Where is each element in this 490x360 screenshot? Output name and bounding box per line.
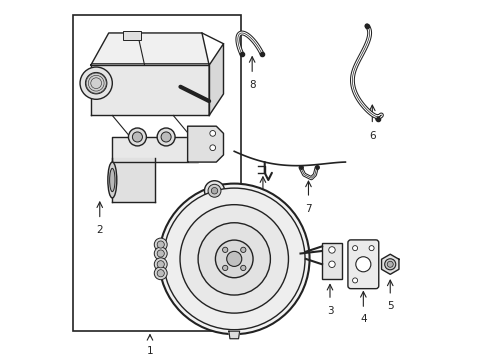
Circle shape [85, 72, 107, 94]
Circle shape [210, 145, 216, 150]
Text: 1: 1 [147, 346, 153, 356]
Polygon shape [209, 44, 223, 116]
Polygon shape [188, 126, 223, 162]
Circle shape [157, 250, 164, 257]
Polygon shape [382, 254, 399, 274]
Circle shape [329, 261, 335, 267]
Text: 9: 9 [260, 200, 266, 210]
Text: 8: 8 [249, 80, 255, 90]
Circle shape [132, 132, 143, 142]
Circle shape [164, 188, 305, 330]
Ellipse shape [110, 168, 115, 192]
Circle shape [161, 132, 171, 142]
Bar [73, 15, 242, 330]
Circle shape [353, 278, 358, 283]
Polygon shape [229, 331, 240, 339]
Circle shape [210, 131, 216, 136]
Text: 2: 2 [97, 225, 103, 235]
Circle shape [157, 241, 164, 248]
Circle shape [180, 205, 289, 313]
Polygon shape [91, 33, 209, 65]
Text: 6: 6 [369, 131, 376, 140]
Polygon shape [112, 158, 155, 202]
Circle shape [241, 247, 246, 252]
Circle shape [157, 270, 164, 277]
Circle shape [157, 261, 164, 268]
Circle shape [204, 181, 224, 201]
Polygon shape [112, 137, 198, 162]
Bar [322, 243, 342, 279]
Circle shape [128, 128, 147, 146]
Circle shape [356, 257, 371, 272]
Bar [123, 31, 141, 40]
Circle shape [154, 258, 167, 271]
Circle shape [80, 67, 112, 99]
Circle shape [222, 265, 228, 271]
Circle shape [216, 240, 253, 278]
Circle shape [208, 184, 221, 197]
Circle shape [154, 247, 167, 260]
Circle shape [241, 265, 246, 271]
Circle shape [159, 184, 310, 334]
Circle shape [222, 247, 228, 252]
Circle shape [369, 246, 374, 251]
FancyBboxPatch shape [348, 240, 379, 289]
Text: 3: 3 [327, 306, 333, 315]
Circle shape [154, 267, 167, 280]
Ellipse shape [108, 162, 117, 198]
Polygon shape [91, 65, 209, 116]
Circle shape [157, 128, 175, 146]
Circle shape [353, 246, 358, 251]
Text: 5: 5 [387, 301, 393, 311]
Circle shape [198, 223, 270, 295]
Circle shape [211, 188, 218, 194]
Circle shape [387, 261, 393, 267]
Text: 4: 4 [360, 315, 367, 324]
Circle shape [227, 251, 242, 266]
Text: 7: 7 [305, 204, 312, 214]
Circle shape [154, 238, 167, 251]
Circle shape [385, 259, 396, 270]
Circle shape [329, 247, 335, 253]
